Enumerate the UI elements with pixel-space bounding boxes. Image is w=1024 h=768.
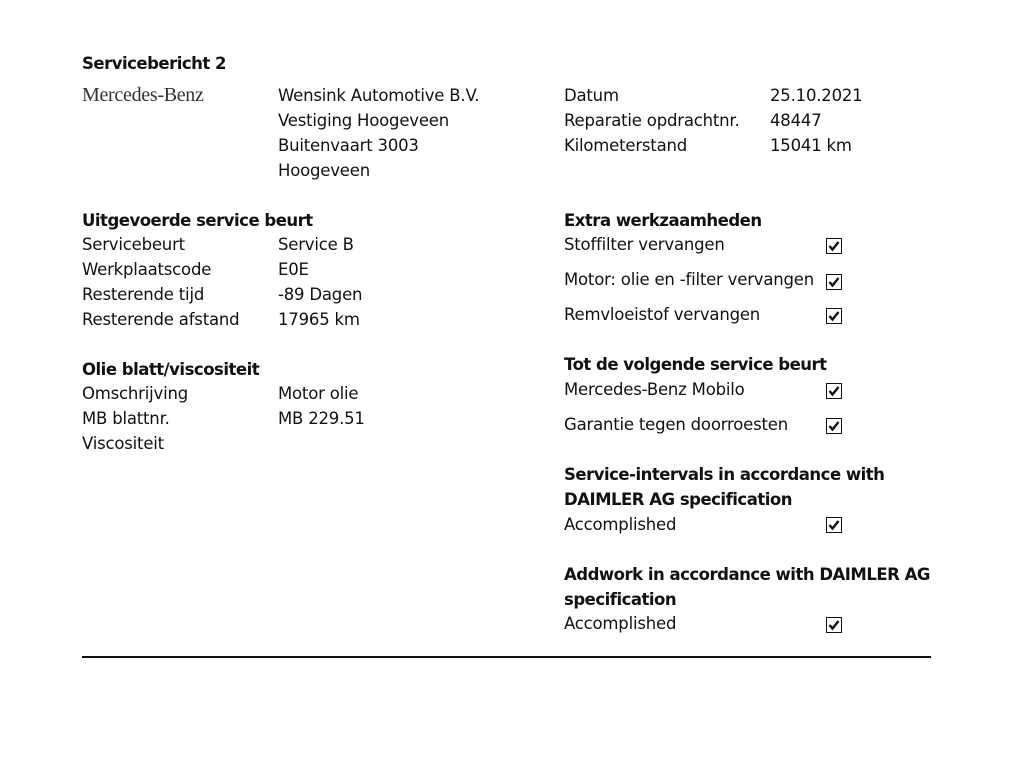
checkbox [826,383,842,399]
service-value: Service B [278,235,354,254]
oil-value: MB 229.51 [278,409,365,428]
checkbox [826,617,842,633]
intervals-item-label: Accomplished [564,515,677,534]
check-icon [828,277,840,288]
intervals-heading: Service-intervals in accordance with [564,465,885,484]
check-icon [828,386,840,397]
meta-label: Datum [564,86,619,105]
dealer-name: Wensink Automotive B.V. [278,86,480,105]
service-value: 17965 km [278,310,360,329]
next-item-label: Garantie tegen doorroesten [564,415,788,434]
service-value: -89 Dagen [278,285,363,304]
checkbox [826,418,842,434]
oil-label: Omschrijving [82,384,189,403]
check-icon [828,520,840,531]
next-item-label: Mercedes-Benz Mobilo [564,380,745,399]
service-label: Resterende afstand [82,310,240,329]
service-label: Werkplaatscode [82,260,212,279]
meta-value: 25.10.2021 [770,86,863,105]
extra-heading: Extra werkzaamheden [564,211,762,230]
meta-value: 48447 [770,111,822,130]
service-value: E0E [278,260,309,279]
service-label: Servicebeurt [82,235,185,254]
oil-heading: Olie blatt/viscositeit [82,360,260,379]
checkbox [826,238,842,254]
check-icon [828,241,840,252]
check-icon [828,620,840,631]
extra-item-label: Stoffilter vervangen [564,235,725,254]
oil-label: Viscositeit [82,434,164,453]
meta-label: Kilometerstand [564,136,688,155]
check-icon [828,421,840,432]
extra-item-label: Remvloeistof vervangen [564,305,761,324]
dealer-city: Hoogeveen [278,161,370,180]
addwork-heading: Addwork in accordance with DAIMLER AG [564,565,930,584]
addwork-heading: specification [564,590,677,609]
service-label: Resterende tijd [82,285,205,304]
check-icon [828,311,840,322]
next-heading: Tot de volgende service beurt [564,355,827,374]
meta-label: Reparatie opdrachtnr. [564,111,740,130]
extra-item-label: Motor: olie en -filter vervangen [564,270,815,289]
dealer-branch: Vestiging Hoogeveen [278,111,449,130]
oil-value: Motor olie [278,384,359,403]
checkbox [826,308,842,324]
meta-value: 15041 km [770,136,852,155]
addwork-item-label: Accomplished [564,614,677,633]
divider [82,656,931,658]
checkbox [826,274,842,290]
service-heading: Uitgevoerde service beurt [82,211,313,230]
mercedes-benz-logo: Mercedes-Benz [82,84,204,106]
oil-label: MB blattnr. [82,409,170,428]
dealer-street: Buitenvaart 3003 [278,136,419,155]
intervals-heading: DAIMLER AG specification [564,490,792,509]
page-title: Servicebericht 2 [82,54,227,73]
checkbox [826,517,842,533]
